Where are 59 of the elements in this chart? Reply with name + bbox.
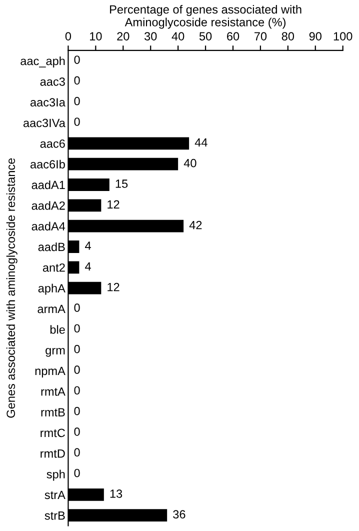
x-tick-label: 70: [254, 32, 267, 40]
data-label: 0: [74, 366, 80, 374]
y-tick-label: grm: [46, 348, 65, 357]
data-label: 0: [74, 118, 80, 126]
x-axis-title: Percentage of genes associated with Aminoglycoside resistance (%): [110, 4, 302, 29]
data-label: 0: [74, 406, 80, 416]
y-tick-label: aphA: [38, 284, 66, 295]
y-tick-label: rmtB: [41, 408, 65, 416]
data-label: 0: [74, 448, 80, 457]
data-label: 40: [184, 158, 196, 168]
y-tick-label: aadA1: [32, 180, 65, 190]
y-tick-label: aadB: [38, 242, 65, 252]
data-label: 36: [173, 510, 186, 519]
y-tick-label: aac6: [40, 139, 65, 148]
data-label: 0: [74, 56, 80, 64]
data-label: 0: [74, 96, 80, 106]
data-label: 12: [108, 282, 120, 292]
x-tick-label: 30: [144, 32, 157, 40]
x-tick-label: 40: [172, 32, 184, 40]
y-tick-label: npmA: [35, 366, 66, 378]
y-tick-label: sph: [46, 470, 65, 481]
data-label: 4: [85, 262, 91, 270]
x-tick-label: 0: [65, 32, 72, 40]
x-tick-label: 100: [334, 32, 352, 40]
y-tick-label: aac6Ib: [30, 160, 65, 168]
y-tick-label: aac3IVa: [23, 118, 66, 128]
y-tick-label: armA: [38, 304, 66, 314]
x-tick-label: 20: [117, 32, 130, 40]
data-label: 0: [74, 304, 80, 312]
data-label: 0: [74, 344, 80, 354]
y-tick-label: aadA4: [32, 222, 66, 230]
data-label: 0: [74, 324, 80, 333]
x-tick-label: 80: [282, 32, 294, 40]
y-tick-label: rmtC: [40, 428, 65, 438]
data-label: 15: [116, 180, 128, 188]
data-label: 42: [189, 220, 202, 230]
y-tick-label: strA: [44, 490, 66, 500]
y-tick-label: strB: [44, 512, 65, 520]
data-label: 44: [194, 138, 208, 146]
data-label: 0: [74, 76, 80, 85]
y-tick-label: aadA2: [32, 201, 65, 210]
data-label: 0: [74, 468, 80, 478]
x-tick-label: 50: [199, 32, 212, 40]
y-tick-label: rmtD: [40, 450, 65, 458]
x-tick-label: 90: [309, 32, 322, 40]
y-tick-label: aac3Ia: [30, 98, 66, 106]
y-tick-label: aac_aph: [20, 56, 65, 68]
y-tick-label: rmtA: [41, 388, 66, 396]
data-label: 0: [74, 386, 80, 395]
data-label: 0: [74, 428, 80, 436]
y-tick-label: ant2: [42, 263, 65, 272]
y-tick-label: aac3: [40, 77, 65, 86]
data-label: 13: [110, 490, 122, 498]
data-label: 4: [85, 242, 91, 250]
y-tick-label: ble: [50, 325, 65, 334]
x-tick-label: 10: [90, 32, 102, 40]
x-tick-label: 60: [227, 32, 240, 40]
y-axis-title: Genes associated with aminoglycoside resistance: [6, 158, 18, 418]
data-label: 12: [108, 200, 120, 208]
